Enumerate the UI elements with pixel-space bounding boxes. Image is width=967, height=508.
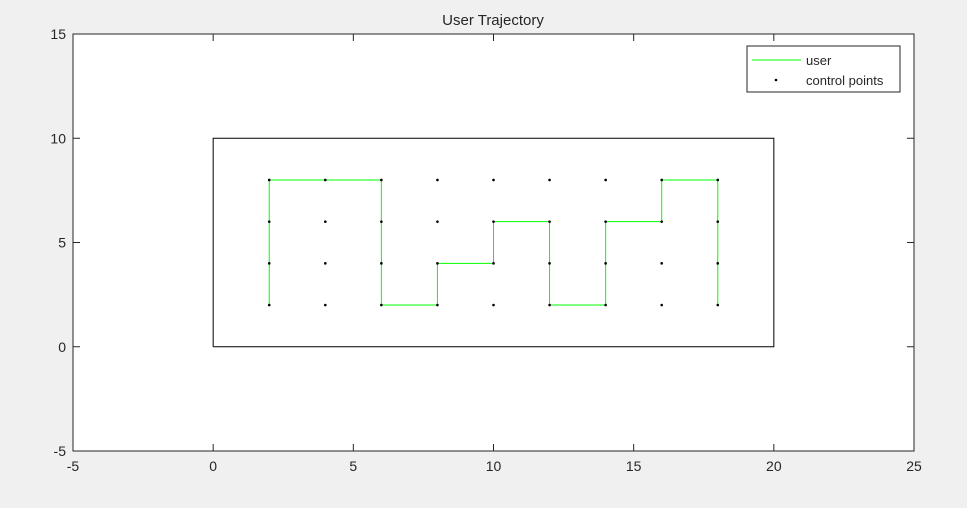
control-point	[492, 262, 495, 265]
control-point	[324, 178, 327, 182]
control-point	[716, 262, 720, 265]
control-point	[267, 262, 271, 265]
legend-box	[746, 45, 901, 93]
control-point	[324, 303, 327, 307]
chart-title: User Trajectory	[442, 12, 544, 29]
control-point	[716, 303, 720, 307]
x-tick-label: 25	[906, 458, 922, 474]
control-point	[324, 220, 327, 223]
control-point	[436, 178, 439, 182]
control-point	[548, 220, 551, 223]
control-point	[660, 262, 663, 265]
control-point	[604, 303, 607, 307]
control-point	[267, 178, 271, 182]
legend-control-points-label: control points	[806, 73, 884, 88]
control-point	[436, 220, 439, 223]
control-point	[380, 303, 383, 307]
control-point	[380, 220, 383, 223]
control-point	[660, 220, 663, 223]
legend-control-points-swatch	[774, 78, 778, 82]
y-tick-label: 10	[50, 130, 66, 146]
x-tick-label: 5	[349, 458, 357, 474]
control-point	[548, 262, 551, 265]
control-point	[660, 178, 663, 182]
control-point	[492, 178, 495, 182]
control-point	[267, 303, 271, 307]
control-point	[267, 220, 271, 223]
control-point	[548, 303, 551, 307]
y-tick-label: 15	[50, 26, 66, 42]
y-tick-label: 5	[58, 235, 66, 251]
legend: user control points	[746, 45, 901, 93]
control-point	[436, 303, 439, 307]
control-point	[604, 178, 607, 182]
x-tick-label: 10	[486, 458, 502, 474]
control-point	[716, 220, 720, 223]
boundary-rectangle	[212, 137, 775, 348]
control-point	[548, 178, 551, 182]
control-point	[716, 178, 720, 182]
control-point	[604, 220, 607, 223]
control-point	[380, 178, 383, 182]
control-point	[436, 262, 439, 265]
x-tick-label: -5	[67, 458, 80, 474]
control-point	[660, 303, 663, 307]
control-point	[604, 262, 607, 265]
control-point	[380, 262, 383, 265]
y-tick-label: 0	[58, 339, 66, 355]
legend-user-label: user	[806, 53, 832, 68]
control-point	[492, 220, 495, 223]
control-point	[324, 262, 327, 265]
x-tick-label: 0	[209, 458, 217, 474]
control-point	[492, 303, 495, 307]
y-tick-label: -5	[54, 443, 67, 459]
x-tick-label: 20	[766, 458, 782, 474]
x-tick-label: 15	[626, 458, 642, 474]
